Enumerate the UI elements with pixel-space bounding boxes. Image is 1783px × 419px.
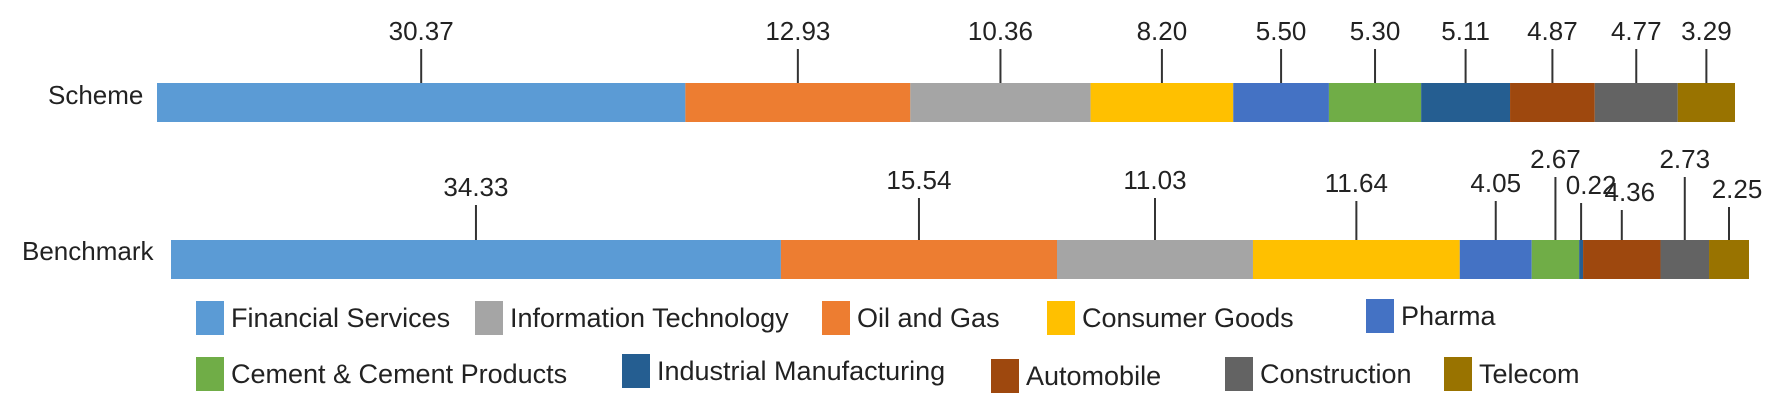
legend-item: Telecom xyxy=(1444,357,1580,391)
data-label: 0.22 xyxy=(1566,170,1617,200)
legend-label: Industrial Manufacturing xyxy=(657,355,946,386)
data-label: 15.54 xyxy=(886,165,951,195)
bar-segment-benchmark-2 xyxy=(1057,240,1253,279)
bar-segment-scheme-6 xyxy=(1421,83,1511,122)
legend-item: Cement & Cement Products xyxy=(196,357,567,391)
data-label: 12.93 xyxy=(765,16,830,46)
bar-segment-benchmark-5 xyxy=(1531,240,1580,279)
data-label: 30.37 xyxy=(389,16,454,46)
data-label: 10.36 xyxy=(968,16,1033,46)
legend-label: Consumer Goods xyxy=(1082,302,1294,333)
legend-item: Construction xyxy=(1225,357,1412,391)
legend-item: Financial Services xyxy=(196,301,450,335)
bar-segment-scheme-5 xyxy=(1328,83,1422,122)
legend-item: Oil and Gas xyxy=(822,301,1000,335)
data-label: 4.87 xyxy=(1527,16,1578,46)
legend-item: Consumer Goods xyxy=(1047,301,1294,335)
category-label-benchmark: Benchmark xyxy=(22,236,154,266)
legend-label: Construction xyxy=(1260,358,1412,389)
legend-label: Automobile xyxy=(1026,360,1162,391)
bar-segment-scheme-8 xyxy=(1594,83,1678,122)
legend-swatch xyxy=(1225,357,1253,391)
bar-segment-benchmark-8 xyxy=(1660,240,1710,279)
bar-segment-benchmark-6 xyxy=(1579,240,1584,279)
data-label: 4.05 xyxy=(1470,168,1521,198)
legend-label: Cement & Cement Products xyxy=(231,358,568,389)
legend-item: Pharma xyxy=(1366,299,1496,333)
legend-swatch xyxy=(991,359,1019,393)
legend-label: Pharma xyxy=(1401,300,1496,331)
legend-label: Telecom xyxy=(1479,358,1580,389)
data-label: 2.73 xyxy=(1659,144,1710,174)
legend-label: Financial Services xyxy=(231,302,451,333)
bar-segment-scheme-4 xyxy=(1233,83,1329,122)
data-label: 5.50 xyxy=(1256,16,1307,46)
legend-swatch xyxy=(196,357,224,391)
data-label: 5.30 xyxy=(1350,16,1401,46)
data-label: 3.29 xyxy=(1681,16,1732,46)
data-label: 4.77 xyxy=(1611,16,1662,46)
data-label: 2.25 xyxy=(1712,174,1763,204)
legend-swatch xyxy=(1444,357,1472,391)
legend-swatch xyxy=(196,301,224,335)
bar-segment-benchmark-4 xyxy=(1459,240,1532,279)
data-label: 34.33 xyxy=(443,172,508,202)
legend-label: Information Technology xyxy=(510,302,789,333)
bar-segment-scheme-3 xyxy=(1090,83,1234,122)
bar-segment-scheme-2 xyxy=(910,83,1091,122)
bar-segment-scheme-9 xyxy=(1677,83,1735,122)
bar-segment-scheme-7 xyxy=(1510,83,1595,122)
bar-segment-benchmark-7 xyxy=(1583,240,1661,279)
data-label: 11.03 xyxy=(1123,165,1186,195)
legend-item: Information Technology xyxy=(475,301,789,335)
data-label: 4.36 xyxy=(1604,177,1655,207)
bar-segment-benchmark-1 xyxy=(780,240,1058,279)
legend-swatch xyxy=(1047,301,1075,335)
category-label-scheme: Scheme xyxy=(48,80,143,110)
legend-swatch xyxy=(1366,299,1394,333)
legend-swatch xyxy=(622,354,650,388)
legend-label: Oil and Gas xyxy=(857,302,1000,333)
data-label: 5.11 xyxy=(1441,16,1490,46)
bar-segment-benchmark-3 xyxy=(1252,240,1460,279)
bar-segment-benchmark-9 xyxy=(1709,240,1749,279)
bar-segment-benchmark-0 xyxy=(171,240,781,279)
legend-item: Automobile xyxy=(991,359,1161,393)
data-label: 8.20 xyxy=(1137,16,1188,46)
bar-segment-scheme-0 xyxy=(157,83,686,122)
bar-segment-scheme-1 xyxy=(685,83,911,122)
data-label: 11.64 xyxy=(1325,168,1388,198)
legend-swatch xyxy=(475,301,503,335)
legend-item: Industrial Manufacturing xyxy=(622,354,945,388)
legend-swatch xyxy=(822,301,850,335)
data-label: 2.67 xyxy=(1530,144,1581,174)
